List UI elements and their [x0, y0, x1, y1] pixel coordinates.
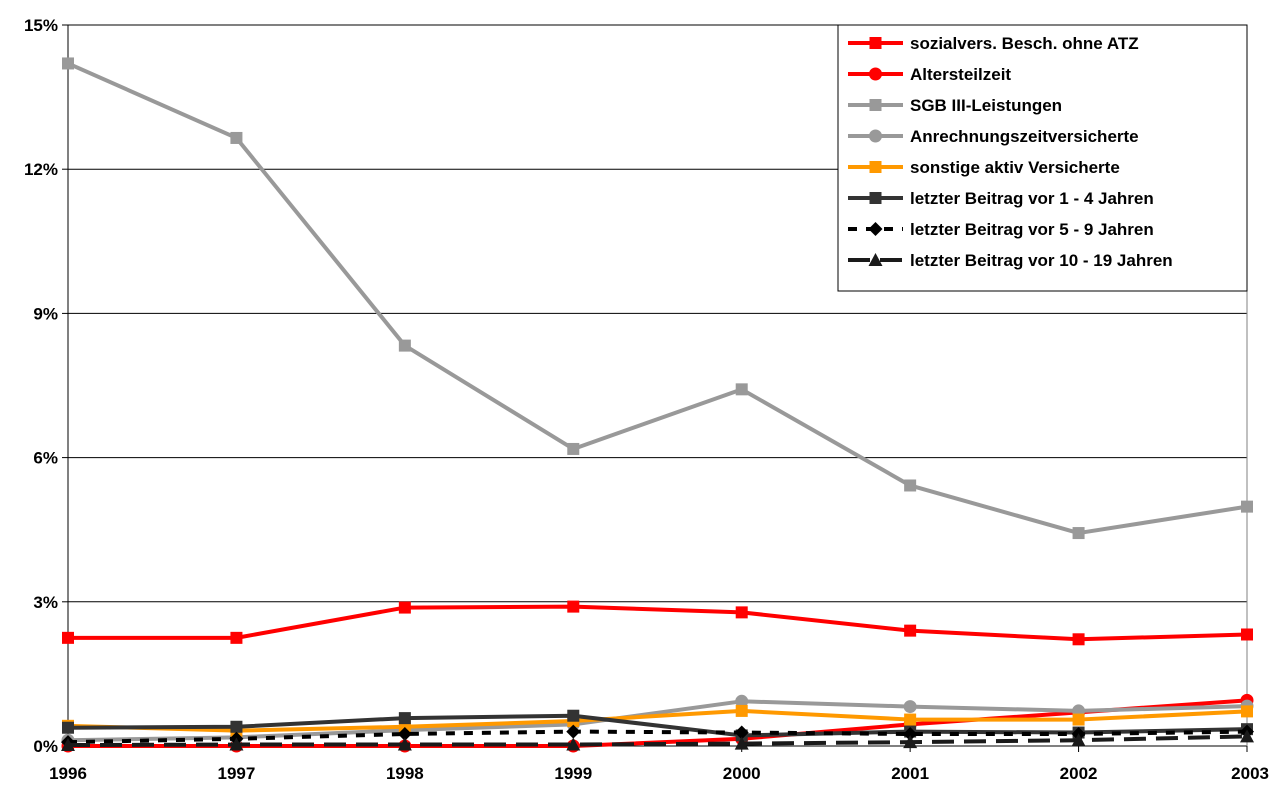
data-point: [397, 726, 412, 741]
legend-swatch-marker: [869, 192, 882, 204]
data-point: [904, 713, 917, 726]
data-point: [397, 737, 412, 751]
y-tick-label: 9%: [33, 304, 58, 323]
data-point: [1071, 733, 1086, 747]
data-point: [903, 735, 918, 749]
y-tick-label: 15%: [24, 16, 58, 35]
x-tick-label: 2003: [1231, 764, 1269, 783]
series-1: [62, 600, 1253, 646]
legend-swatch-marker: [869, 129, 882, 143]
series-line: [67, 713, 1248, 738]
data-point: [1241, 628, 1253, 641]
data-point: [903, 700, 917, 714]
x-tick-label: 2002: [1060, 764, 1098, 783]
legend-label: letzter Beitrag vor 1 - 4 Jahren: [910, 189, 1154, 208]
x-tick-label: 1996: [49, 764, 87, 783]
data-point: [734, 736, 749, 750]
data-point: [1241, 500, 1253, 513]
legend-swatch-marker: [869, 161, 882, 173]
legend-label: SGB III-Leistungen: [910, 96, 1062, 115]
y-tick-label: 0%: [33, 737, 58, 756]
series-line: [67, 708, 1248, 733]
data-point: [566, 737, 581, 751]
data-point: [904, 624, 917, 637]
x-tick-label: 2001: [891, 764, 929, 783]
series-8: [61, 729, 1254, 752]
legend-swatch-marker: [869, 99, 882, 111]
data-point: [230, 631, 243, 644]
series-line: [67, 734, 1248, 748]
x-tick-label: 1999: [554, 764, 592, 783]
data-point: [1072, 527, 1085, 540]
data-point: [567, 600, 580, 613]
legend-label: letzter Beitrag vor 5 - 9 Jahren: [910, 220, 1154, 239]
data-point: [734, 725, 749, 740]
data-point: [62, 721, 74, 734]
legend-swatch-marker: [869, 37, 882, 49]
legend-label: Altersteilzeit: [910, 65, 1011, 84]
legend-box: [837, 24, 1248, 292]
y-tick-label: 12%: [24, 160, 58, 179]
data-point: [567, 442, 580, 455]
data-point: [62, 631, 74, 644]
data-point: [62, 57, 74, 70]
series-line: [67, 61, 1248, 536]
x-tick-label: 1997: [218, 764, 256, 783]
data-point: [735, 694, 749, 708]
legend-swatch-marker: [869, 67, 882, 81]
y-tick-label: 3%: [33, 593, 58, 612]
data-point: [1072, 713, 1085, 726]
series-line: [67, 699, 1248, 743]
legend-label: Anrechnungszeitversicherte: [910, 127, 1139, 146]
data-point: [398, 712, 411, 725]
data-point: [1240, 729, 1254, 743]
legend-swatch-marker: [868, 222, 883, 236]
data-point: [904, 479, 917, 492]
series-layer: [61, 57, 1254, 753]
x-tick-label: 1998: [386, 764, 424, 783]
data-point: [398, 339, 411, 352]
series-line: [68, 604, 1248, 642]
data-point: [735, 704, 748, 717]
data-point: [903, 726, 918, 741]
series-3: [62, 57, 1253, 540]
x-tick-label: 2000: [723, 764, 761, 783]
legend-label: sonstige aktiv Versicherte: [910, 158, 1120, 177]
legend-label: letzter Beitrag vor 10 - 19 Jahren: [910, 251, 1173, 270]
data-point: [229, 737, 244, 751]
legend-swatch-marker: [868, 253, 883, 266]
data-point: [735, 606, 748, 619]
data-point: [230, 720, 243, 733]
legend-label: sozialvers. Besch. ohne ATZ: [910, 34, 1139, 53]
legend: sozialvers. Besch. ohne ATZ Altersteilzei…: [837, 24, 1248, 292]
y-axis-ticks: 0% 3% 6% 9% 12% 15%: [24, 16, 68, 756]
data-point: [1241, 705, 1253, 718]
data-point: [398, 601, 411, 614]
data-point: [1072, 633, 1085, 646]
x-axis-ticks: 1996 1997 1998 1999 2000 2001 2002 2003: [49, 746, 1269, 783]
data-point: [566, 724, 581, 739]
data-point: [567, 709, 580, 722]
data-point: [61, 738, 75, 752]
y-tick-label: 6%: [33, 449, 58, 468]
data-point: [735, 383, 748, 396]
data-point: [230, 131, 243, 144]
